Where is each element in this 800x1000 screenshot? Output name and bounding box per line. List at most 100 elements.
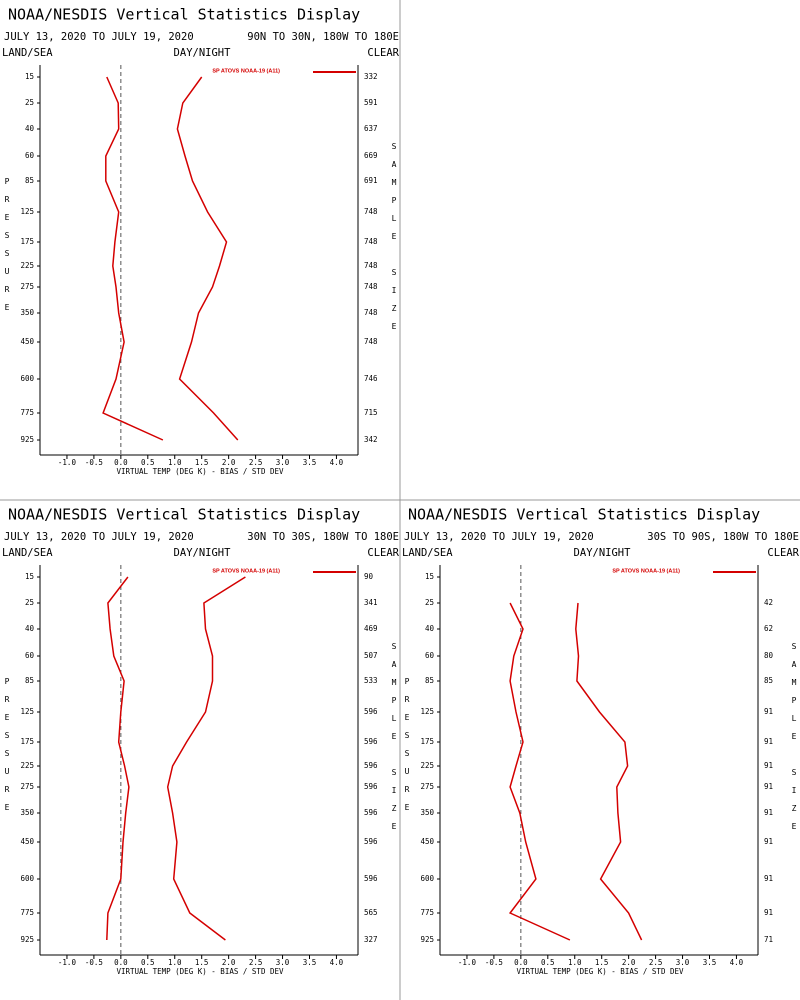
y-tick-label: 350 [20, 308, 34, 317]
sample-size: 596 [364, 761, 378, 770]
panel-title: NOAA/NESDIS Vertical Statistics Display [8, 6, 360, 24]
y-tick-label: 925 [20, 935, 34, 944]
y2-axis-label: SAMPLE SIZE [790, 642, 799, 840]
x-tick-label: 3.0 [276, 458, 290, 467]
x-tick-label: 4.0 [330, 458, 344, 467]
y-tick-label: 275 [20, 282, 34, 291]
sample-size: 341 [364, 598, 378, 607]
x-tick-label: 2.5 [649, 958, 663, 967]
x-tick-label: 3.5 [703, 958, 717, 967]
y-tick-label: 775 [420, 908, 434, 917]
x-axis-label: VIRTUAL TEMP (DEG K) - BIAS / STD DEV [116, 967, 284, 976]
sample-size: 469 [364, 624, 378, 633]
y-tick-label: 225 [420, 761, 434, 770]
date-range: JULY 13, 2020 TO JULY 19, 2020 [4, 31, 194, 43]
clear-label: CLEAR [367, 47, 399, 59]
y-tick-label: 450 [420, 837, 434, 846]
y-tick-label: 775 [20, 908, 34, 917]
legend-label: SP ATOVS NOAA-19 (A11) [612, 568, 680, 574]
x-tick-label: 1.0 [568, 958, 582, 967]
clear-label: CLEAR [767, 547, 799, 559]
sample-size: 91 [764, 837, 773, 846]
sample-size: 90 [364, 572, 374, 581]
sample-size: 748 [364, 337, 378, 346]
y-tick-label: 925 [420, 935, 434, 944]
y-tick-label: 85 [25, 676, 34, 685]
x-tick-label: -0.5 [485, 958, 503, 967]
y-axis-label: PRESSURE [3, 677, 12, 821]
y-tick-label: 85 [425, 676, 434, 685]
sample-size: 565 [364, 908, 378, 917]
x-tick-label: 0.0 [114, 958, 128, 967]
sample-size: 748 [364, 308, 378, 317]
sample-size: 91 [764, 707, 773, 716]
sample-size: 342 [364, 435, 378, 444]
sample-size: 596 [364, 737, 378, 746]
y-tick-label: 125 [20, 707, 34, 716]
sample-size: 507 [364, 651, 378, 660]
y-tick-label: 125 [20, 207, 34, 216]
y-tick-label: 40 [425, 624, 435, 633]
sample-size: 748 [364, 207, 378, 216]
date-range: JULY 13, 2020 TO JULY 19, 2020 [404, 531, 594, 543]
legend-label: SP ATOVS NOAA-19 (A11) [212, 568, 280, 574]
y-tick-label: 175 [420, 737, 434, 746]
day-night-label: DAY/NIGHT [174, 547, 232, 559]
sample-size: 332 [364, 72, 378, 81]
y2-axis-label: SAMPLE SIZE [390, 142, 399, 340]
region: 90N TO 30N, 180W TO 180E [247, 31, 399, 43]
region: 30N TO 30S, 180W TO 180E [247, 531, 399, 543]
y-tick-label: 450 [20, 837, 34, 846]
y-tick-label: 125 [420, 707, 434, 716]
land-sea-label: LAND/SEA [2, 547, 53, 559]
y-tick-label: 85 [25, 176, 34, 185]
y-tick-label: 225 [20, 761, 34, 770]
y-axis-label: PRESSURE [403, 677, 412, 821]
y-tick-label: 450 [20, 337, 34, 346]
sample-size: 596 [364, 707, 378, 716]
x-tick-label: 4.0 [730, 958, 744, 967]
x-tick-label: 1.5 [195, 458, 209, 467]
sample-size: 533 [364, 676, 378, 685]
x-tick-label: 4.0 [330, 958, 344, 967]
x-tick-label: 3.0 [676, 958, 690, 967]
sample-size: 591 [364, 98, 378, 107]
x-tick-label: 3.0 [276, 958, 290, 967]
y-tick-label: 15 [25, 72, 34, 81]
profile-line [575, 602, 643, 941]
x-tick-label: 2.5 [249, 958, 263, 967]
sample-size: 715 [364, 408, 378, 417]
sample-size: 691 [364, 176, 378, 185]
x-tick-label: 1.0 [168, 458, 182, 467]
sample-size: 748 [364, 261, 378, 270]
sample-size: 85 [764, 676, 773, 685]
x-tick-label: 3.5 [303, 958, 317, 967]
legend-label: SP ATOVS NOAA-19 (A11) [212, 68, 280, 74]
land-sea-label: LAND/SEA [402, 547, 453, 559]
x-tick-label: -1.0 [58, 458, 77, 467]
sample-size: 596 [364, 808, 378, 817]
profile-line [166, 576, 246, 941]
x-tick-label: 2.0 [222, 958, 236, 967]
x-tick-label: -1.0 [58, 958, 77, 967]
x-axis-label: VIRTUAL TEMP (DEG K) - BIAS / STD DEV [116, 467, 284, 476]
x-tick-label: 2.0 [222, 458, 236, 467]
sample-size: 748 [364, 237, 378, 246]
x-tick-label: 2.0 [622, 958, 636, 967]
y-tick-label: 175 [20, 237, 34, 246]
y-tick-label: 175 [20, 737, 34, 746]
sample-size: 596 [364, 837, 378, 846]
x-tick-label: 1.5 [595, 958, 609, 967]
sample-size: 62 [764, 624, 773, 633]
x-tick-label: -1.0 [458, 958, 477, 967]
y-tick-label: 225 [20, 261, 34, 270]
panel: NOAA/NESDIS Vertical Statistics Display J… [2, 6, 400, 477]
sample-size: 71 [764, 935, 773, 944]
sample-size: 327 [364, 935, 378, 944]
region: 30S TO 90S, 180W TO 180E [647, 531, 799, 543]
x-tick-label: 0.5 [141, 958, 155, 967]
y-tick-label: 25 [25, 98, 34, 107]
y-tick-label: 60 [25, 151, 35, 160]
y-tick-label: 600 [20, 874, 34, 883]
